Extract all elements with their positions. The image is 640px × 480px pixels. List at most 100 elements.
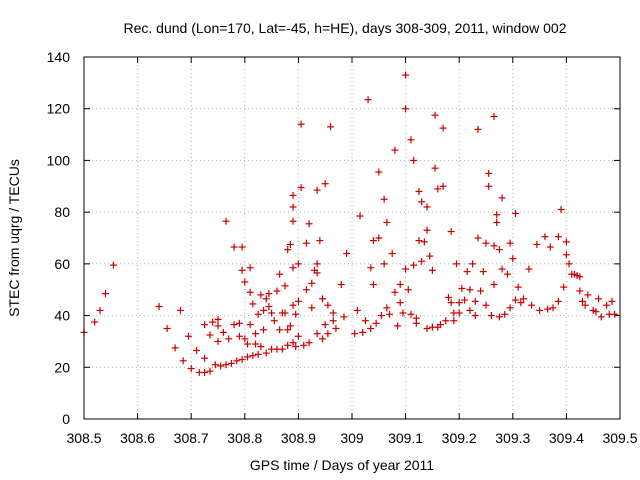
data-point xyxy=(241,335,249,343)
data-point xyxy=(380,195,388,203)
data-point xyxy=(332,325,340,332)
data-point xyxy=(246,321,254,329)
data-point xyxy=(562,251,570,259)
data-point xyxy=(289,301,297,309)
data-point xyxy=(506,239,514,247)
data-point xyxy=(276,326,284,334)
data-point xyxy=(270,317,278,325)
data-point xyxy=(436,321,444,329)
data-point xyxy=(313,330,321,338)
data-point xyxy=(485,182,493,190)
data-point xyxy=(386,310,394,318)
data-point xyxy=(289,339,297,347)
data-point xyxy=(423,325,431,332)
data-point xyxy=(364,96,372,104)
data-point xyxy=(450,317,458,325)
y-tick-label: 60 xyxy=(54,256,70,272)
data-point xyxy=(501,310,509,318)
data-point xyxy=(506,304,514,312)
data-point xyxy=(254,350,262,358)
data-point xyxy=(292,343,300,351)
x-tick-label: 308.8 xyxy=(227,430,262,446)
data-point xyxy=(319,335,327,343)
data-point xyxy=(316,237,324,245)
data-point xyxy=(490,242,498,250)
data-point xyxy=(597,313,605,321)
data-point xyxy=(383,218,391,226)
x-tick-label: 309.4 xyxy=(549,430,584,446)
data-point xyxy=(286,322,294,330)
data-point xyxy=(329,317,337,325)
data-point xyxy=(324,301,332,309)
data-point xyxy=(201,354,209,362)
data-point xyxy=(442,317,450,325)
data-point xyxy=(431,111,439,119)
data-point xyxy=(554,297,562,305)
data-point xyxy=(235,319,243,327)
data-point xyxy=(544,305,552,313)
data-point xyxy=(241,278,249,286)
data-point xyxy=(485,169,493,177)
data-points xyxy=(80,71,619,376)
data-point xyxy=(431,164,439,172)
data-point xyxy=(603,301,611,309)
data-point xyxy=(391,288,399,296)
data-point xyxy=(423,226,431,234)
data-point xyxy=(576,287,584,295)
data-point xyxy=(514,283,522,291)
data-point xyxy=(369,237,377,245)
data-point xyxy=(565,260,573,268)
x-tick-label: 308.7 xyxy=(174,430,209,446)
data-point xyxy=(260,306,268,314)
data-point xyxy=(503,270,511,278)
data-point xyxy=(367,264,375,272)
data-point xyxy=(289,203,297,211)
data-point xyxy=(225,335,233,343)
data-point xyxy=(278,345,286,353)
data-point xyxy=(289,191,297,199)
data-point xyxy=(388,250,396,258)
data-point xyxy=(284,341,292,349)
data-point xyxy=(471,297,479,305)
data-point xyxy=(324,330,332,338)
data-point xyxy=(321,321,329,329)
data-point xyxy=(305,339,313,347)
x-tick-label: 308.6 xyxy=(120,430,155,446)
data-point xyxy=(396,299,404,307)
data-point xyxy=(474,125,482,133)
data-point xyxy=(439,182,447,190)
data-point xyxy=(498,265,506,273)
data-point xyxy=(327,123,335,131)
y-tick-label: 80 xyxy=(54,204,70,220)
data-point xyxy=(412,319,420,327)
data-point xyxy=(243,353,251,361)
data-point xyxy=(418,257,426,265)
y-axis-label: STEC from uqrg / TECUs xyxy=(6,159,22,317)
data-point xyxy=(463,268,471,276)
x-tick-label: 308.9 xyxy=(281,430,316,446)
data-point xyxy=(254,310,262,318)
data-point xyxy=(351,330,359,338)
y-tick-label: 120 xyxy=(47,101,71,117)
data-point xyxy=(410,261,418,269)
data-point xyxy=(461,296,469,304)
data-point xyxy=(536,306,544,314)
data-point xyxy=(426,252,434,260)
data-point xyxy=(383,304,391,312)
x-tick-label: 309.1 xyxy=(388,430,423,446)
data-point xyxy=(493,211,501,219)
data-point xyxy=(458,284,466,292)
data-point xyxy=(498,194,506,202)
y-tick-label: 40 xyxy=(54,308,70,324)
y-tick-label: 20 xyxy=(54,359,70,375)
data-point xyxy=(302,239,310,247)
data-point xyxy=(420,238,428,246)
data-point xyxy=(469,260,477,268)
data-point xyxy=(187,365,195,373)
data-point xyxy=(313,260,321,268)
data-point xyxy=(238,356,246,364)
data-point xyxy=(554,233,562,241)
data-point xyxy=(377,312,385,320)
data-point xyxy=(525,265,533,273)
data-point xyxy=(176,306,184,314)
